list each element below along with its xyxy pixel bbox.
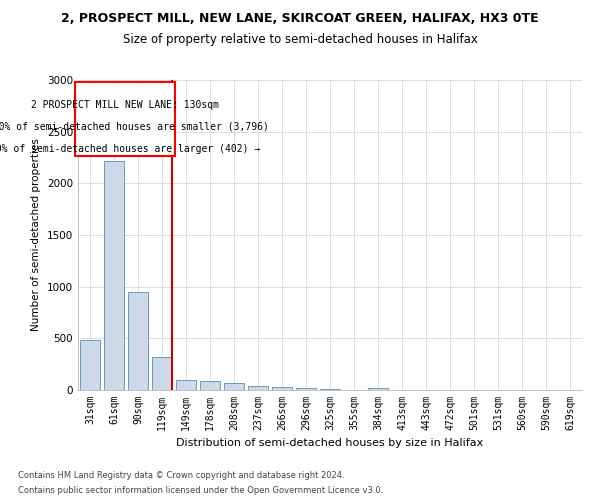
Y-axis label: Number of semi-detached properties: Number of semi-detached properties <box>31 138 41 332</box>
Bar <box>272 387 292 390</box>
Text: Contains public sector information licensed under the Open Government Licence v3: Contains public sector information licen… <box>18 486 383 495</box>
Bar <box>176 380 196 390</box>
X-axis label: Distribution of semi-detached houses by size in Halifax: Distribution of semi-detached houses by … <box>176 438 484 448</box>
Bar <box>224 384 244 390</box>
Bar <box>368 388 388 390</box>
Text: Size of property relative to semi-detached houses in Halifax: Size of property relative to semi-detach… <box>122 32 478 46</box>
Bar <box>296 388 316 390</box>
Text: Contains HM Land Registry data © Crown copyright and database right 2024.: Contains HM Land Registry data © Crown c… <box>18 471 344 480</box>
Bar <box>152 358 172 390</box>
Bar <box>104 160 124 390</box>
Text: 2, PROSPECT MILL, NEW LANE, SKIRCOAT GREEN, HALIFAX, HX3 0TE: 2, PROSPECT MILL, NEW LANE, SKIRCOAT GRE… <box>61 12 539 26</box>
Bar <box>128 292 148 390</box>
FancyBboxPatch shape <box>76 82 175 156</box>
Bar <box>80 340 100 390</box>
Bar <box>248 386 268 390</box>
Text: 10% of semi-detached houses are larger (402) →: 10% of semi-detached houses are larger (… <box>0 144 260 154</box>
Text: ← 90% of semi-detached houses are smaller (3,796): ← 90% of semi-detached houses are smalle… <box>0 122 269 132</box>
Bar <box>200 381 220 390</box>
Text: 2 PROSPECT MILL NEW LANE: 130sqm: 2 PROSPECT MILL NEW LANE: 130sqm <box>31 100 220 110</box>
